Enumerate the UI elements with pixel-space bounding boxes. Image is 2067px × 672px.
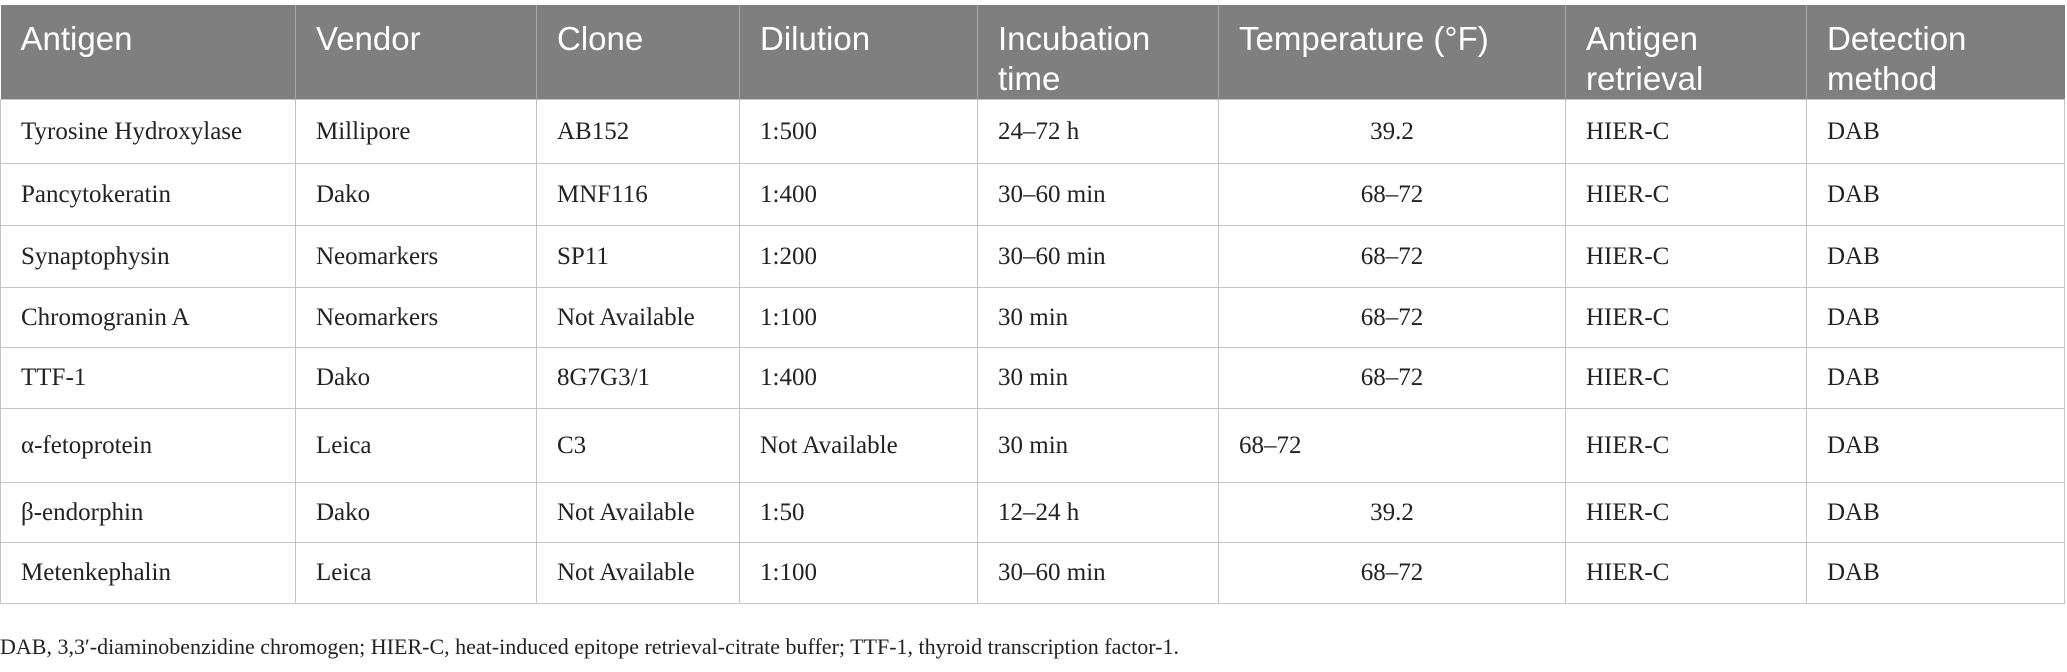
table-cell: DAB [1806,99,2065,164]
table-cell: 1:50 [739,482,978,543]
table-cell: Not Available [536,287,740,348]
table-cell: 68–72 [1218,347,1566,409]
table-cell: Pancytokeratin [0,163,296,226]
table-cell: 30–60 min [977,163,1219,226]
table-cell: Dako [295,482,537,543]
table-cell: 30 min [977,408,1219,483]
table-cell: HIER-C [1565,225,1807,288]
table-cell: β-endorphin [0,482,296,543]
footnote: DAB, 3,3′-diaminobenzidine chromogen; HI… [0,634,1179,659]
table-cell: Tyrosine Hydroxylase [0,99,296,164]
table-cell: Dako [295,163,537,226]
table-cell: DAB [1806,482,2065,543]
table-cell: DAB [1806,408,2065,483]
table-cell: 68–72 [1218,163,1566,226]
table-row: Chromogranin A Neomarkers Not Available 1:1… [0,287,2065,348]
table-cell: HIER-C [1565,163,1807,226]
table-cell: 8G7G3/1 [536,347,740,409]
table-cell: DAB [1806,225,2065,288]
table-cell: DAB [1806,347,2065,409]
table-cell: HIER-C [1565,287,1807,348]
table-cell: TTF-1 [0,347,296,409]
table-cell: α-fetoprotein [0,408,296,483]
table-cell: DAB [1806,542,2065,604]
table-cell: 1:500 [739,99,978,164]
table-cell: Not Available [536,482,740,543]
table-body: Tyrosine Hydroxylase Millipore AB152 1:500 2… [0,99,2065,604]
table-cell: HIER-C [1565,99,1807,164]
column-header: Detection method [1806,5,2065,100]
table-cell: DAB [1806,163,2065,226]
table-cell: 68–72 [1218,287,1566,348]
column-header: Dilution [739,5,978,100]
table-cell: SP11 [536,225,740,288]
table-cell: C3 [536,408,740,483]
table-cell: Neomarkers [295,287,537,348]
table-cell: Dako [295,347,537,409]
table-cell: Metenkephalin [0,542,296,604]
table-cell: 24–72 h [977,99,1219,164]
table-cell: Chromogranin A [0,287,296,348]
table-row: α-fetoprotein Leica C3 Not Available 30 min 6… [0,408,2065,483]
table-cell: 68–72 [1218,225,1566,288]
table-cell: Synaptophysin [0,225,296,288]
table-cell: 1:400 [739,347,978,409]
table-cell: DAB [1806,287,2065,348]
table-cell: 12–24 h [977,482,1219,543]
table-row: Tyrosine Hydroxylase Millipore AB152 1:500 2… [0,99,2065,164]
column-header: Antigen [0,5,296,100]
table-cell: Neomarkers [295,225,537,288]
table-cell: HIER-C [1565,482,1807,543]
table-cell: 30 min [977,287,1219,348]
table-cell: 1:100 [739,287,978,348]
table-cell: 68–72 [1218,542,1566,604]
table-cell: 1:200 [739,225,978,288]
table-cell: HIER-C [1565,542,1807,604]
table-cell: 1:400 [739,163,978,226]
column-header: Antigen retrieval [1565,5,1807,100]
table-cell: 39.2 [1218,99,1566,164]
table-cell: Not Available [536,542,740,604]
data-table: Antigen Vendor Clone Dilution Incubation tim… [0,5,2065,604]
table-cell: 68–72 [1218,408,1566,483]
table-cell: 30–60 min [977,542,1219,604]
table-row: Metenkephalin Leica Not Available 1:100 30–6… [0,542,2065,604]
column-header: Incubation time [977,5,1219,100]
table-row: Synaptophysin Neomarkers SP11 1:200 30–60 mi… [0,225,2065,288]
table-cell: 1:100 [739,542,978,604]
table-cell: 30–60 min [977,225,1219,288]
table-cell: Not Available [739,408,978,483]
table-cell: MNF116 [536,163,740,226]
table-cell: 30 min [977,347,1219,409]
header-row: Antigen Vendor Clone Dilution Incubation tim… [0,5,2065,100]
column-header: Clone [536,5,740,100]
table-cell: HIER-C [1565,347,1807,409]
table-cell: HIER-C [1565,408,1807,483]
table-cell: Leica [295,542,537,604]
table-cell: 39.2 [1218,482,1566,543]
table-cell: Leica [295,408,537,483]
column-header: Temperature (°F) [1218,5,1566,100]
table-cell: Millipore [295,99,537,164]
table-row: TTF-1 Dako 8G7G3/1 1:400 30 min 68–72 HIER-C DA… [0,347,2065,409]
table-cell: AB152 [536,99,740,164]
table-row: Pancytokeratin Dako MNF116 1:400 30–60 min 68… [0,163,2065,226]
column-header: Vendor [295,5,537,100]
